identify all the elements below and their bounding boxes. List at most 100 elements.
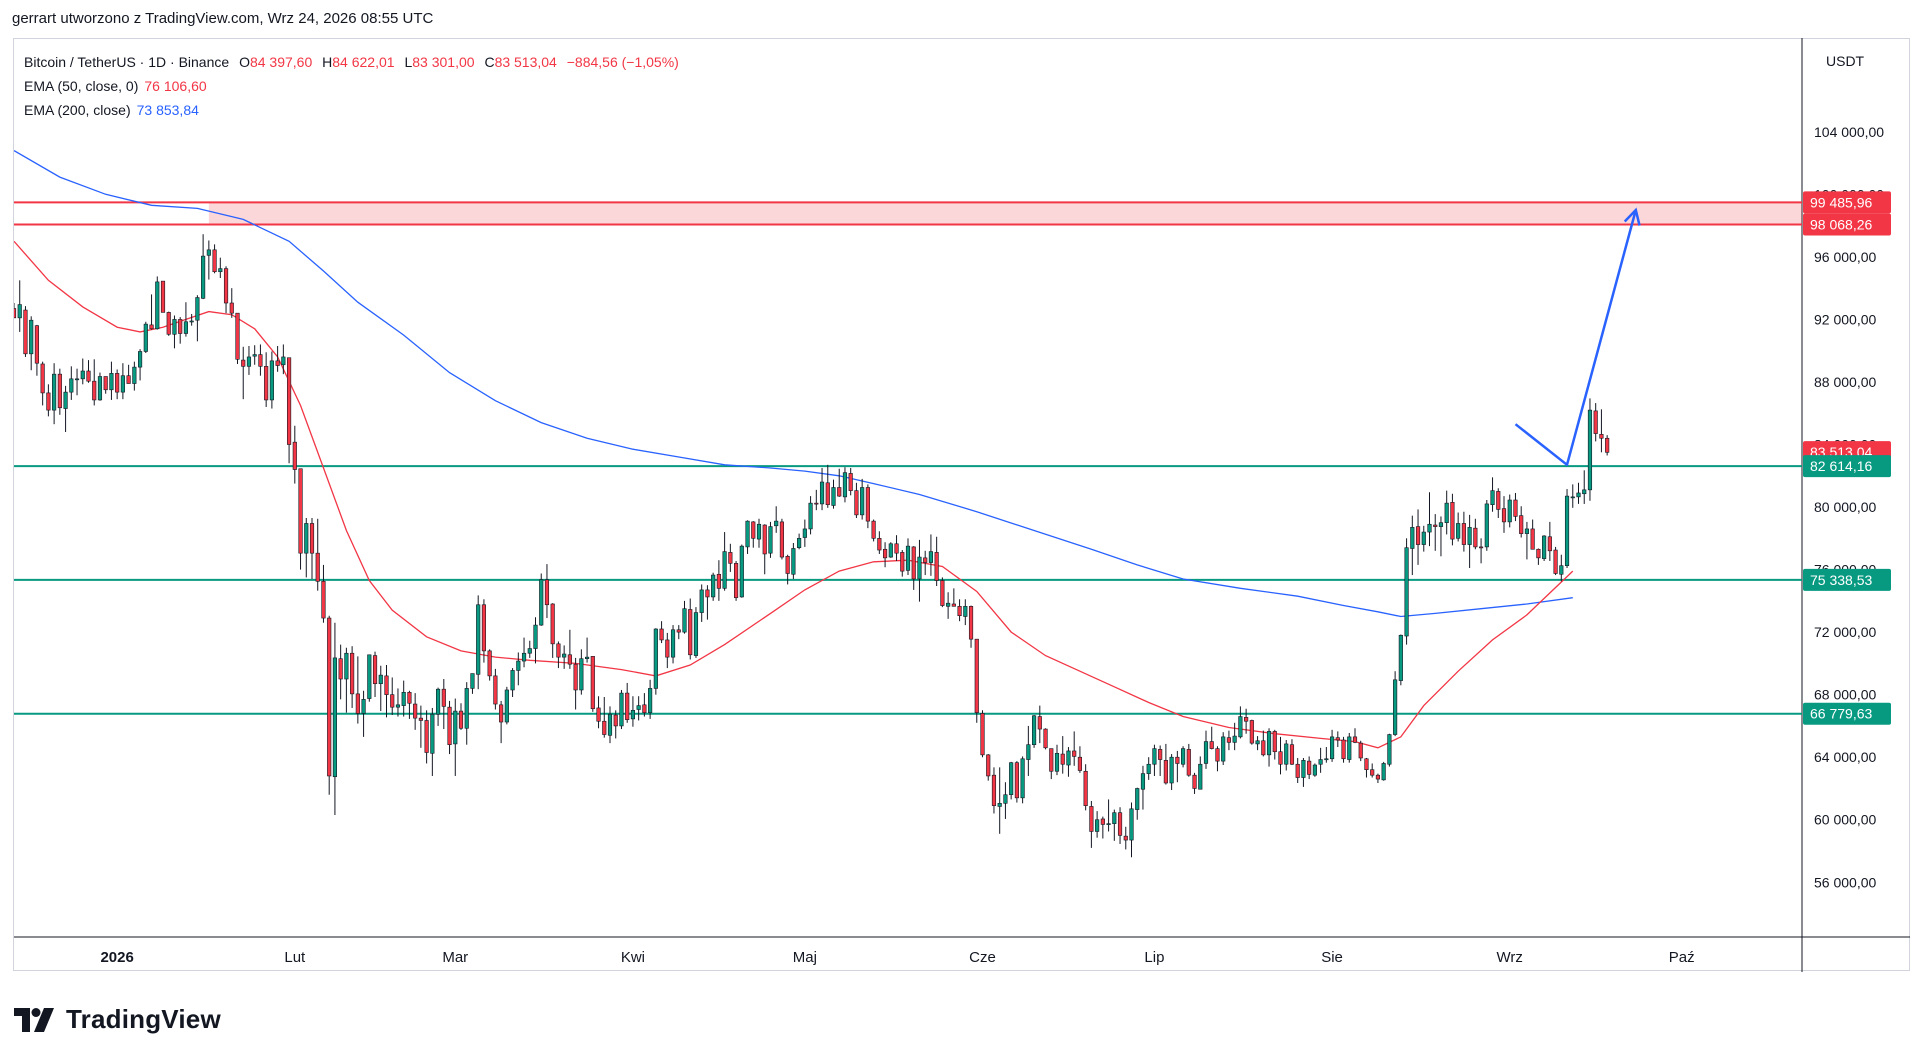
candle[interactable] — [1226, 730, 1231, 751]
candle[interactable] — [1014, 761, 1019, 803]
candle[interactable] — [1175, 750, 1180, 783]
candle[interactable] — [923, 550, 928, 576]
candle[interactable] — [1095, 811, 1100, 838]
candle[interactable] — [1140, 765, 1146, 810]
candle[interactable] — [195, 295, 200, 342]
plot-area[interactable] — [12, 150, 1802, 858]
candle[interactable] — [854, 482, 859, 518]
candle[interactable] — [940, 577, 945, 608]
candle[interactable] — [808, 496, 813, 535]
candle[interactable] — [109, 361, 114, 400]
candle[interactable] — [476, 595, 481, 690]
candle[interactable] — [1375, 773, 1380, 783]
candle[interactable] — [636, 696, 641, 721]
candle[interactable] — [951, 588, 956, 607]
candle[interactable] — [785, 554, 790, 585]
candle[interactable] — [264, 352, 269, 407]
candle[interactable] — [441, 679, 446, 730]
candle[interactable] — [665, 632, 670, 669]
candle[interactable] — [395, 688, 401, 717]
candle[interactable] — [1421, 525, 1426, 552]
candle[interactable] — [132, 361, 137, 391]
candle[interactable] — [1461, 511, 1466, 552]
candle[interactable] — [1215, 746, 1220, 772]
candle[interactable] — [1261, 730, 1266, 757]
projection-path[interactable] — [1514, 209, 1638, 467]
candle[interactable] — [1278, 736, 1283, 775]
candle[interactable] — [980, 710, 985, 758]
candle[interactable] — [682, 600, 687, 634]
ema200-line[interactable] — [14, 150, 1573, 618]
candle[interactable] — [143, 321, 148, 354]
candle[interactable] — [1192, 772, 1197, 794]
candle[interactable] — [172, 315, 177, 349]
candle[interactable] — [252, 345, 257, 365]
candle[interactable] — [779, 518, 784, 560]
candle[interactable] — [12, 303, 17, 319]
candle[interactable] — [355, 656, 360, 724]
candle[interactable] — [1587, 398, 1593, 501]
candle[interactable] — [802, 519, 807, 547]
candle[interactable] — [269, 351, 274, 409]
candle[interactable] — [1146, 757, 1151, 780]
candle[interactable] — [29, 316, 34, 371]
candle[interactable] — [1410, 515, 1415, 576]
candle[interactable] — [607, 706, 613, 744]
candle[interactable] — [814, 489, 819, 511]
candle[interactable] — [734, 560, 739, 601]
candle[interactable] — [430, 707, 435, 776]
candle[interactable] — [447, 700, 452, 755]
candle[interactable] — [155, 276, 160, 330]
candle[interactable] — [877, 531, 882, 554]
candle[interactable] — [1352, 728, 1358, 744]
candle[interactable] — [1490, 477, 1495, 512]
candle[interactable] — [1381, 761, 1386, 781]
candle[interactable] — [751, 521, 756, 548]
candle[interactable] — [1255, 736, 1260, 751]
candle[interactable] — [1295, 757, 1300, 783]
candle[interactable] — [653, 628, 658, 695]
candle[interactable] — [235, 312, 240, 364]
candle[interactable] — [1582, 470, 1587, 504]
candle[interactable] — [1289, 739, 1295, 766]
candle[interactable] — [458, 703, 464, 730]
legend-ema50-row[interactable]: EMA (50, close, 0) 76 106,60 — [24, 74, 679, 98]
candle[interactable] — [521, 637, 527, 668]
candle[interactable] — [304, 517, 309, 578]
candle[interactable] — [1221, 732, 1226, 766]
candle[interactable] — [1169, 754, 1174, 791]
candle[interactable] — [149, 294, 154, 330]
candle[interactable] — [1129, 802, 1134, 858]
candle[interactable] — [1330, 729, 1335, 762]
candle[interactable] — [544, 564, 550, 619]
candle[interactable] — [1547, 521, 1552, 561]
candle[interactable] — [527, 640, 532, 658]
candle[interactable] — [424, 710, 429, 764]
candle[interactable] — [1009, 761, 1014, 800]
candle[interactable] — [1559, 554, 1564, 582]
candle[interactable] — [1536, 548, 1541, 565]
candle[interactable] — [1456, 512, 1461, 542]
candle[interactable] — [1089, 800, 1094, 848]
candle[interactable] — [1393, 671, 1398, 737]
candle[interactable] — [888, 542, 893, 558]
candle[interactable] — [372, 651, 378, 698]
candle[interactable] — [745, 520, 750, 554]
candle[interactable] — [487, 649, 492, 681]
candle[interactable] — [911, 546, 916, 590]
candle[interactable] — [716, 560, 721, 601]
candle[interactable] — [585, 637, 590, 663]
legend-ohlc-row[interactable]: Bitcoin / TetherUS · 1D · Binance O84 39… — [24, 50, 679, 74]
candle[interactable] — [120, 363, 125, 400]
candle[interactable] — [865, 484, 870, 529]
candle[interactable] — [201, 234, 206, 300]
candle[interactable] — [550, 603, 555, 658]
candle[interactable] — [797, 533, 802, 550]
candle[interactable] — [1358, 740, 1363, 762]
candle[interactable] — [1387, 733, 1392, 767]
candle[interactable] — [138, 349, 143, 381]
candle[interactable] — [183, 302, 188, 337]
candle[interactable] — [74, 368, 80, 396]
candle[interactable] — [516, 652, 521, 686]
candle[interactable] — [1152, 744, 1157, 776]
